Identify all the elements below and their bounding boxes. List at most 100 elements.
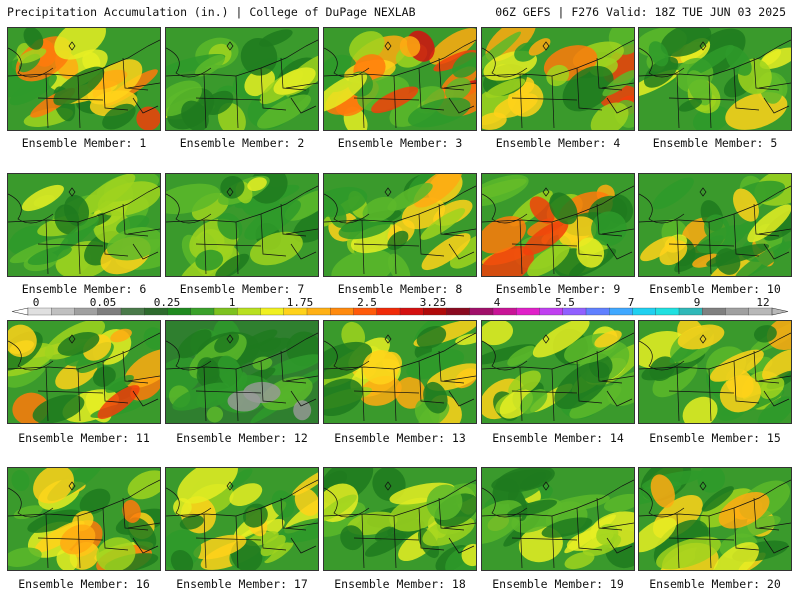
precipitation-field [639,174,791,276]
ensemble-member-label: Ensemble Member: 2 [179,136,305,150]
colorbar-tick-label: 5.5 [555,296,575,309]
precipitation-field [639,468,791,570]
precipitation-colorbar [11,307,789,316]
colorbar-segment [655,307,680,316]
ensemble-map-panel [481,173,635,277]
colorbar-right-arrow [771,307,789,316]
precipitation-field [166,321,318,423]
ensemble-member-label: Ensemble Member: 18 [334,577,466,591]
colorbar-tick-label: 4 [493,296,501,309]
forecast-valid-time: 06Z GEFS | F276 Valid: 18Z TUE JUN 03 20… [495,5,786,19]
precipitation-field [639,28,791,130]
precipitation-field [166,174,318,276]
ensemble-map-panel [7,467,161,571]
ensemble-member-label: Ensemble Member: 11 [18,431,150,445]
colorbar-tick-label: 0 [32,296,40,309]
colorbar-segment [423,307,447,316]
colorbar-segment [330,307,354,316]
colorbar-segment [725,307,750,316]
ensemble-map-panel [481,467,635,571]
colorbar-tick-label: 7 [627,296,635,309]
precipitation-field [8,321,160,423]
colorbar-segment [97,307,122,316]
ensemble-member-label: Ensemble Member: 4 [495,136,621,150]
ensemble-member-label: Ensemble Member: 7 [179,282,305,296]
precipitation-field [8,28,160,130]
colorbar-segment [237,307,261,316]
precipitation-field [639,321,791,423]
colorbar-tick-label: 2.5 [357,296,377,309]
colorbar-tick-label: 0.25 [153,296,181,309]
ensemble-member-label: Ensemble Member: 20 [649,577,781,591]
ensemble-member-label: Ensemble Member: 6 [21,282,147,296]
colorbar-segment [144,307,168,316]
colorbar-segment [492,307,517,316]
colorbar-segment [376,307,401,316]
precipitation-field [166,28,318,130]
ensemble-map-panel [7,27,161,131]
ensemble-map-panel [481,27,635,131]
colorbar-segment [585,307,610,316]
ensemble-member-label: Ensemble Member: 1 [21,136,147,150]
ensemble-map-panel [165,320,319,424]
ensemble-map-panel [323,467,477,571]
colorbar-segment [51,307,75,316]
colorbar-segment [74,307,99,316]
ensemble-member-label: Ensemble Member: 16 [18,577,150,591]
ensemble-map-panel [165,27,319,131]
ensemble-map-panel [165,467,319,571]
ensemble-map-panel [323,27,477,131]
colorbar-segment [678,307,703,316]
precipitation-field [482,28,634,130]
colorbar-tick-label: 0.05 [89,296,117,309]
ensemble-map-panel [638,173,792,277]
colorbar-segment [399,307,424,316]
colorbar-tick-label: 9 [693,296,701,309]
colorbar-tick-label: 12 [756,296,770,309]
ensemble-member-label: Ensemble Member: 19 [492,577,624,591]
colorbar-segment [213,307,238,316]
colorbar-segment [516,307,540,316]
precipitation-field [324,28,476,130]
colorbar-segment [469,307,494,316]
ensemble-member-label: Ensemble Member: 15 [649,431,781,445]
ensemble-map-panel [7,173,161,277]
colorbar-segment [562,307,587,316]
colorbar-segment [609,307,633,316]
ensemble-member-label: Ensemble Member: 17 [176,577,308,591]
precipitation-field [324,321,476,423]
ensemble-member-label: Ensemble Member: 14 [492,431,624,445]
precipitation-field [8,174,160,276]
ensemble-map-panel [481,320,635,424]
ensemble-member-label: Ensemble Member: 13 [334,431,466,445]
colorbar-tick-label: 1.75 [286,296,314,309]
colorbar-segment [283,307,308,316]
colorbar-segment [120,307,145,316]
colorbar-segment [446,307,471,316]
colorbar-tick-label: 1 [228,296,236,309]
colorbar-segment [306,307,331,316]
colorbar-segment [539,307,564,316]
colorbar-left-arrow [11,307,29,316]
ensemble-member-label: Ensemble Member: 8 [337,282,463,296]
colorbar-segment [748,307,773,316]
precipitation-field [8,468,160,570]
ensemble-member-label: Ensemble Member: 5 [652,136,778,150]
ensemble-map-panel [323,173,477,277]
colorbar-tick-label: 3.25 [419,296,447,309]
ensemble-member-label: Ensemble Member: 9 [495,282,621,296]
precipitation-field [166,468,318,570]
ensemble-map-panel [323,320,477,424]
precipitation-field [482,174,634,276]
ensemble-map-panel [165,173,319,277]
ensemble-member-label: Ensemble Member: 12 [176,431,308,445]
colorbar-segment [190,307,215,316]
precipitation-field [324,468,476,570]
precipitation-field [482,321,634,423]
map-title: Precipitation Accumulation (in.) | Colle… [7,5,416,19]
ensemble-map-panel [638,467,792,571]
colorbar-segment [632,307,657,316]
ensemble-map-panel [638,27,792,131]
ensemble-member-label: Ensemble Member: 3 [337,136,463,150]
ensemble-map-panel [7,320,161,424]
